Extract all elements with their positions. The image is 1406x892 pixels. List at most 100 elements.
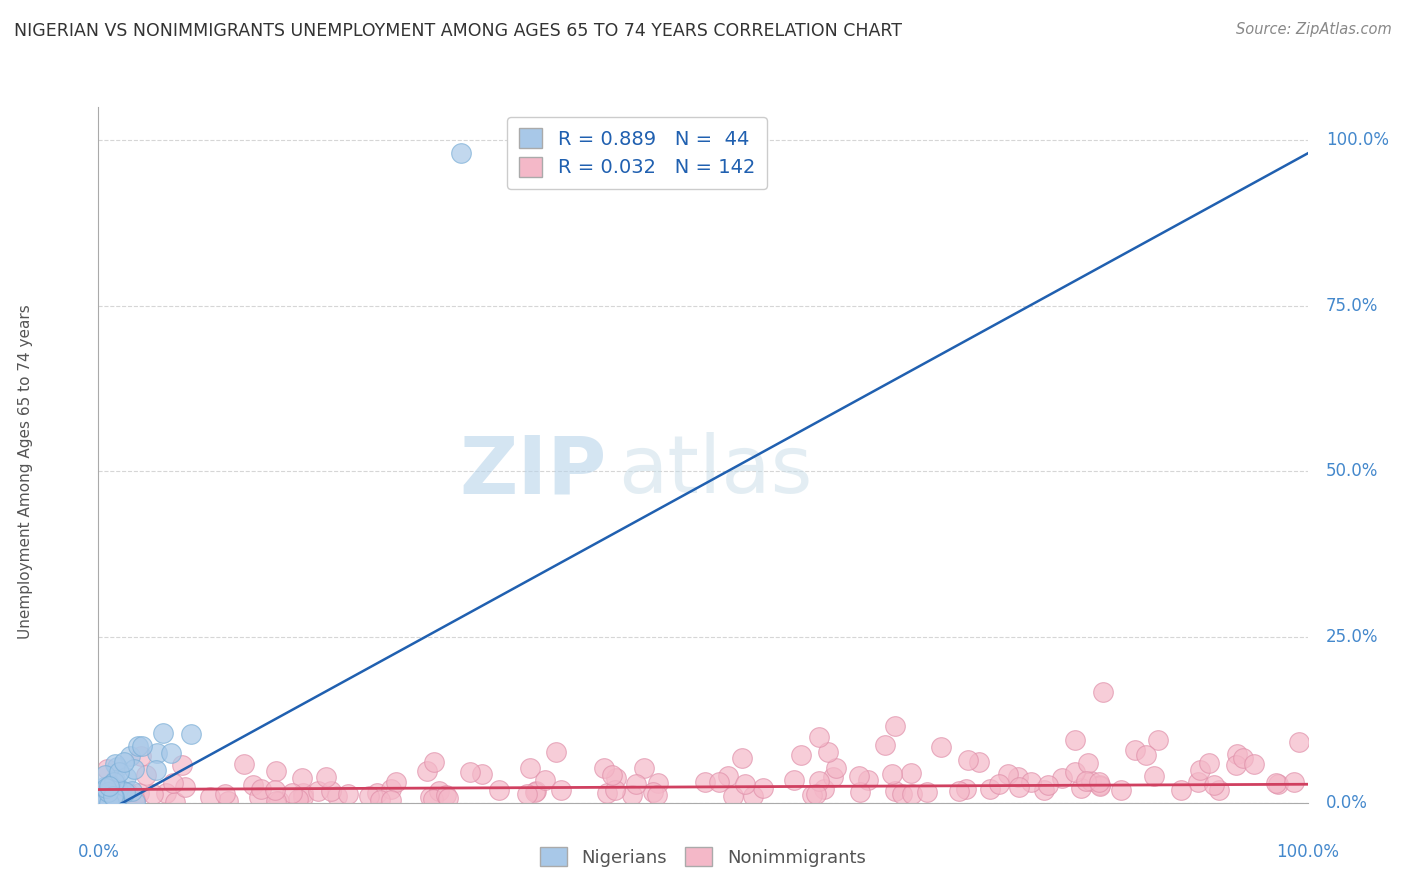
Point: [124, 795, 146, 809]
Point: [155, 786, 177, 800]
Point: [173, 780, 195, 795]
Point: [94, 768, 117, 782]
Point: [89, 796, 111, 810]
Point: [291, 771, 314, 785]
Point: [359, 789, 381, 803]
Point: [180, 726, 202, 740]
Point: [135, 768, 157, 782]
Point: [96, 785, 118, 799]
Point: [882, 767, 904, 781]
Point: [1064, 764, 1087, 779]
Point: [1088, 779, 1111, 793]
Text: 100.0%: 100.0%: [1326, 131, 1389, 149]
Point: [524, 784, 547, 798]
Point: [848, 769, 870, 783]
Point: [1187, 774, 1209, 789]
Point: [103, 774, 125, 789]
Point: [806, 787, 828, 801]
Point: [848, 785, 870, 799]
Point: [1036, 779, 1059, 793]
Point: [96, 762, 118, 776]
Point: [1267, 777, 1289, 791]
Point: [321, 783, 343, 797]
Point: [550, 783, 572, 797]
Point: [131, 748, 153, 763]
Point: [647, 788, 669, 802]
Point: [523, 785, 546, 799]
Point: [217, 794, 239, 808]
Point: [1202, 778, 1225, 792]
Point: [1080, 773, 1102, 788]
Point: [1226, 747, 1249, 761]
Point: [621, 789, 644, 803]
Point: [162, 775, 184, 789]
Point: [717, 769, 740, 783]
Point: [789, 748, 811, 763]
Text: ZIP: ZIP: [458, 433, 606, 510]
Point: [93, 796, 115, 810]
Point: [118, 748, 141, 763]
Point: [281, 786, 304, 800]
Point: [104, 796, 127, 810]
Point: [721, 789, 744, 803]
Point: [884, 718, 907, 732]
Point: [128, 786, 150, 800]
Text: NIGERIAN VS NONIMMIGRANTS UNEMPLOYMENT AMONG AGES 65 TO 74 YEARS CORRELATION CHA: NIGERIAN VS NONIMMIGRANTS UNEMPLOYMENT A…: [14, 22, 903, 40]
Point: [127, 739, 149, 753]
Point: [145, 763, 167, 777]
Point: [544, 745, 567, 759]
Point: [593, 762, 616, 776]
Point: [450, 146, 472, 161]
Point: [97, 796, 120, 810]
Point: [1188, 764, 1211, 778]
Point: [380, 792, 402, 806]
Point: [422, 792, 444, 806]
Point: [1019, 775, 1042, 789]
Point: [98, 796, 121, 810]
Text: 0.0%: 0.0%: [1326, 794, 1368, 812]
Point: [534, 772, 557, 787]
Point: [434, 789, 457, 803]
Point: [121, 783, 143, 797]
Point: [752, 780, 775, 795]
Point: [633, 761, 655, 775]
Point: [1243, 756, 1265, 771]
Point: [131, 739, 153, 754]
Point: [1123, 743, 1146, 757]
Point: [1264, 776, 1286, 790]
Point: [101, 796, 124, 810]
Point: [103, 790, 125, 805]
Point: [427, 784, 450, 798]
Point: [1147, 733, 1170, 747]
Point: [368, 793, 391, 807]
Point: [824, 761, 846, 775]
Point: [807, 773, 830, 788]
Point: [172, 758, 194, 772]
Point: [626, 777, 648, 791]
Point: [1064, 733, 1087, 747]
Point: [152, 726, 174, 740]
Point: [108, 765, 131, 780]
Point: [1070, 780, 1092, 795]
Text: 25.0%: 25.0%: [1326, 628, 1378, 646]
Point: [1282, 775, 1305, 789]
Point: [380, 782, 402, 797]
Point: [1208, 782, 1230, 797]
Point: [460, 765, 482, 780]
Point: [1142, 769, 1164, 783]
Point: [114, 785, 136, 799]
Point: [326, 789, 349, 803]
Point: [731, 751, 754, 765]
Point: [89, 796, 111, 810]
Point: [471, 766, 494, 780]
Point: [1007, 770, 1029, 784]
Point: [695, 775, 717, 789]
Point: [115, 793, 138, 807]
Text: Source: ZipAtlas.com: Source: ZipAtlas.com: [1236, 22, 1392, 37]
Point: [1088, 778, 1111, 792]
Point: [1232, 750, 1254, 764]
Point: [1198, 756, 1220, 770]
Point: [948, 784, 970, 798]
Point: [292, 786, 315, 800]
Point: [1225, 758, 1247, 772]
